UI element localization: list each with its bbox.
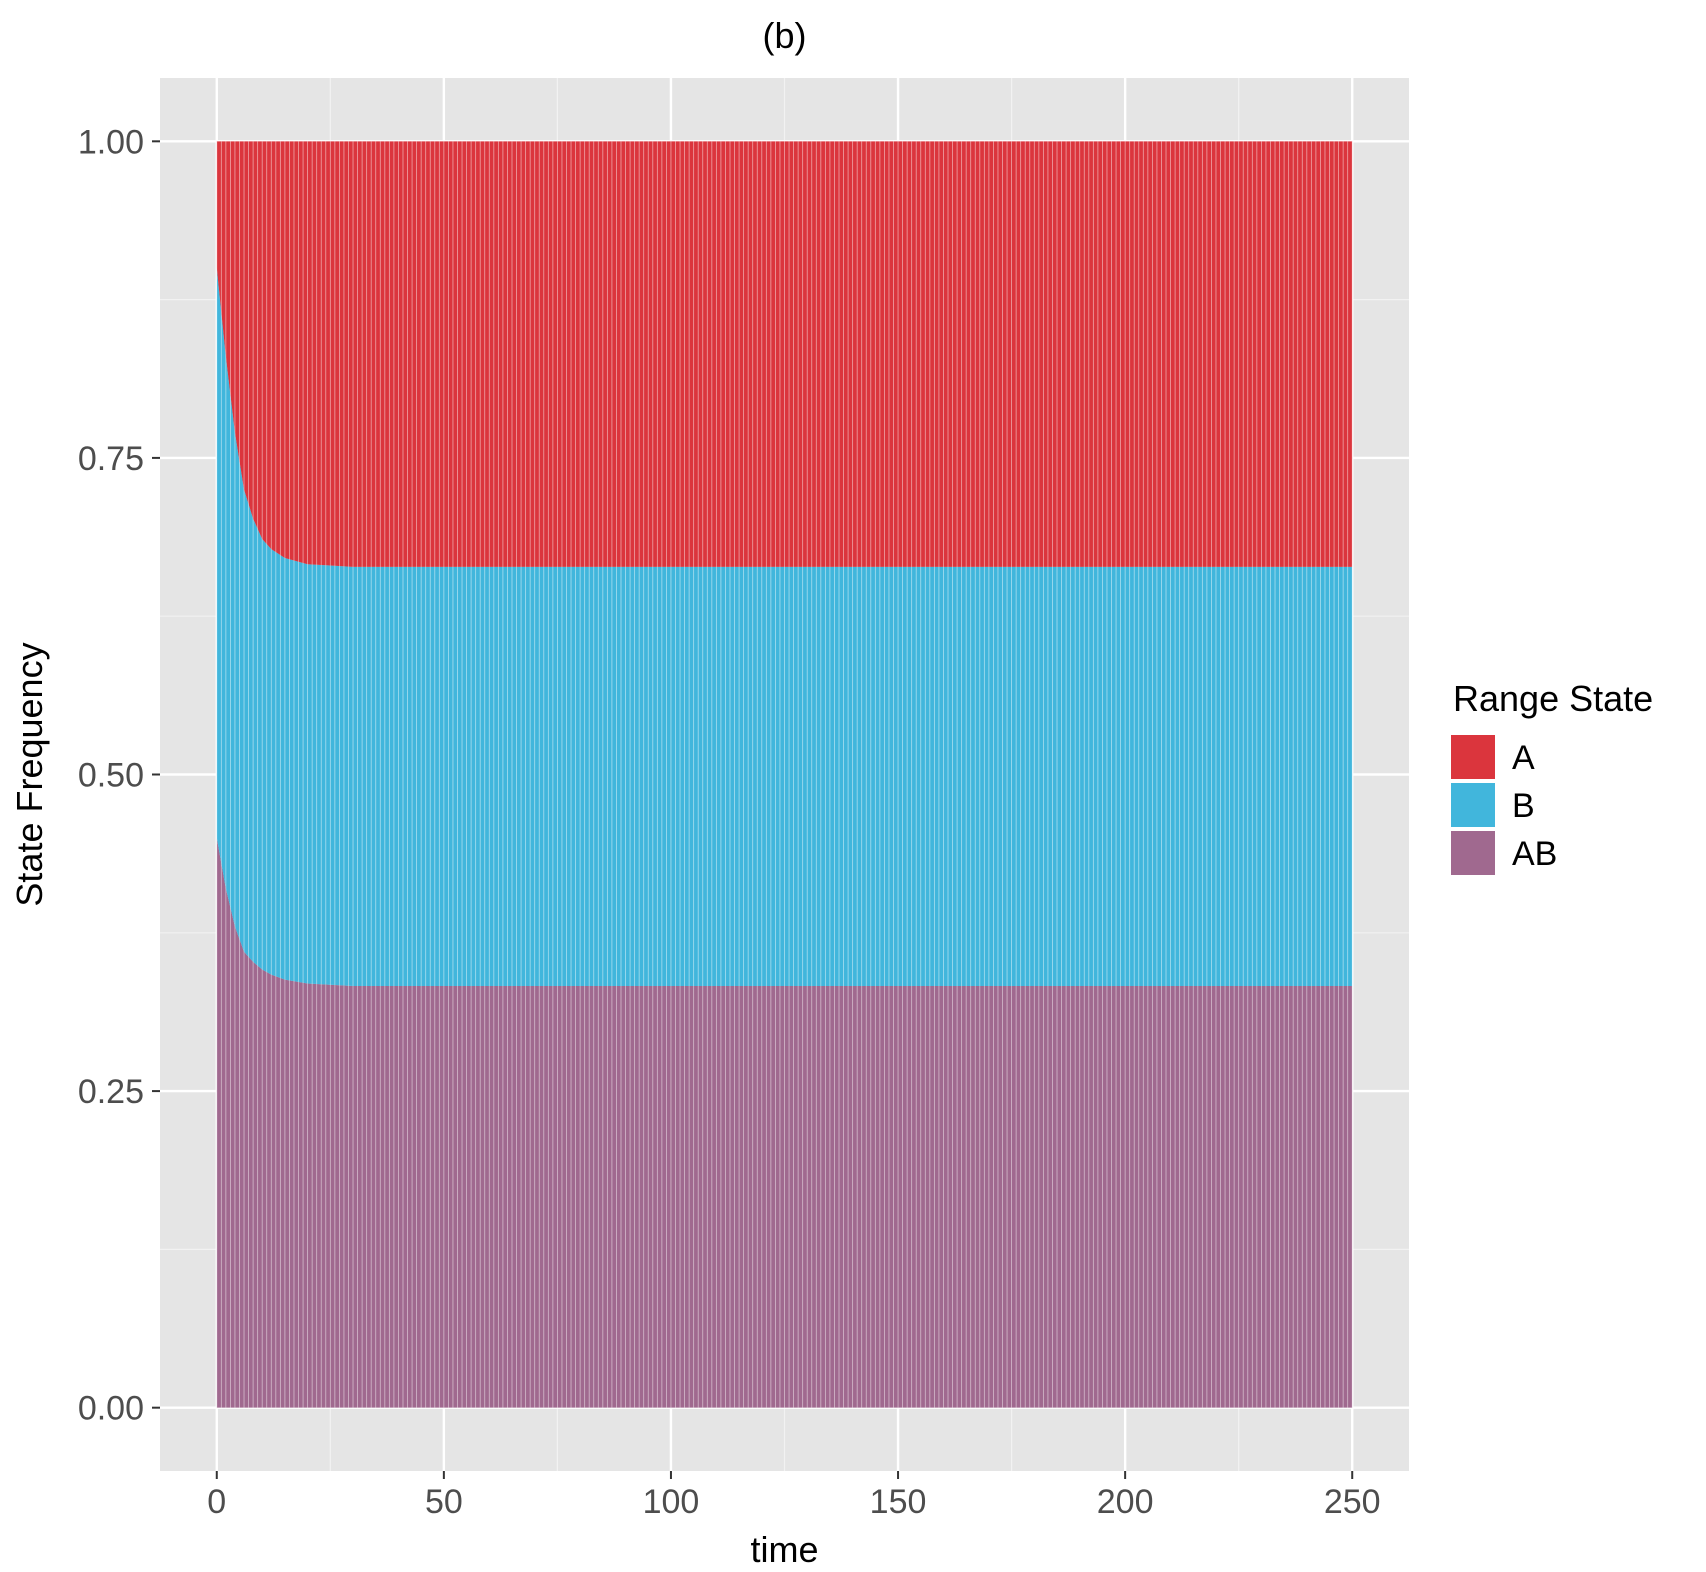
legend-key-a [1449,733,1497,781]
legend-label-ab: AB [1512,835,1557,873]
legend: Range State AB AB [1449,678,1653,877]
x-tick-label: 50 [425,1483,463,1521]
legend-title: Range State [1453,678,1653,719]
bar-separators [216,141,1353,1408]
x-tick-label: 250 [1324,1483,1381,1521]
bar-separator-lines [216,141,1353,1408]
y-tick-label: 0.00 [78,1390,144,1428]
chart-title: (b) [763,15,807,56]
axes: 0 50 100 150 200 250 0.00 0.25 0.50 0.75 1.00 [78,123,1381,1521]
legend-items: AB AB [1449,733,1557,877]
legend-label-a: A [1512,739,1535,777]
legend-label-b: B [1512,787,1535,825]
y-tick-label: 0.25 [78,1073,144,1111]
legend-key-b [1449,781,1497,829]
y-tick-label: 0.75 [78,440,144,478]
y-tick-label: 1.00 [78,123,144,161]
x-tick-label: 0 [207,1483,226,1521]
x-tick-label: 150 [870,1483,927,1521]
y-tick-label: 0.50 [78,757,144,795]
x-tick-label: 200 [1097,1483,1154,1521]
y-axis-title: State Frequency [9,642,50,906]
x-tick-label: 100 [643,1483,700,1521]
x-axis-title: time [750,1529,818,1570]
legend-key-ab [1449,829,1497,877]
